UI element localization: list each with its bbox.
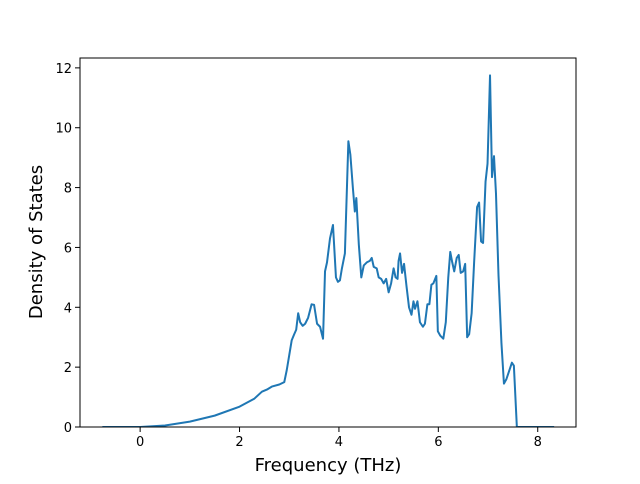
- x-tick-label: 2: [235, 435, 243, 450]
- y-tick-label: 10: [55, 122, 72, 137]
- y-tick-label: 8: [64, 182, 72, 197]
- axes-frame: [79, 57, 577, 428]
- line-series: [102, 74, 555, 427]
- plot-area: [102, 74, 555, 427]
- x-axis-label: Frequency (THz): [255, 455, 402, 476]
- y-tick-label: 2: [64, 361, 72, 376]
- x-tick-label: 0: [136, 435, 144, 450]
- y-tick-label: 4: [64, 301, 72, 316]
- x-tick-label: 4: [335, 435, 343, 450]
- x-tick-label: 6: [434, 435, 442, 450]
- y-tick-label: 12: [55, 62, 72, 77]
- y-tick-label: 0: [64, 421, 72, 436]
- x-tick-label: 8: [534, 435, 542, 450]
- y-axis-label: Density of States: [26, 165, 47, 319]
- y-tick-label: 6: [64, 241, 72, 256]
